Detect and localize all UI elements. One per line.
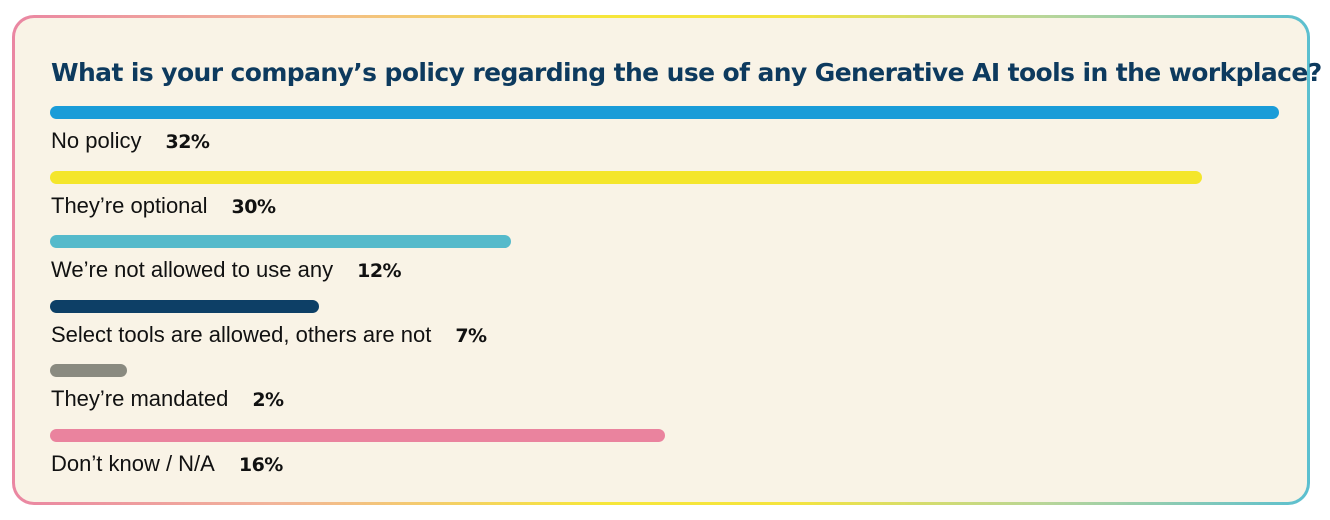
bar-label-row-1: They’re optional 30% <box>51 193 276 219</box>
bar-4 <box>50 364 127 377</box>
bar-0 <box>50 106 1279 119</box>
bar-5 <box>50 428 665 442</box>
bar-1 <box>50 170 1203 184</box>
chart-title: What is your company’s policy regarding … <box>51 58 1322 87</box>
value-label-1: 30% <box>231 195 276 218</box>
bar-chart: No policy 32% They’re optional 30% We’re not… <box>15 18 1307 502</box>
bar-label-row-0: No policy 32% <box>51 128 210 154</box>
chart-card: What is your company’s policy regarding … <box>15 18 1322 502</box>
category-label-4: They’re mandated <box>51 386 229 411</box>
bar-label-row-2: We’re not allowed to use any 12% <box>51 257 402 283</box>
bar-label-row-4: They’re mandated 2% <box>51 386 284 412</box>
category-label-2: We’re not allowed to use any <box>51 257 334 282</box>
category-label-3: Select tools are allowed, others are not <box>51 321 432 347</box>
value-label-5: 16% <box>238 453 283 476</box>
category-label-1: They’re optional <box>51 192 208 218</box>
category-label-0: No policy <box>51 128 142 153</box>
bar-label-row-5: Don’t know / N/A 16% <box>51 451 283 477</box>
bar-2 <box>50 235 511 248</box>
bar-3 <box>50 299 319 313</box>
value-label-2: 12% <box>357 260 402 282</box>
card-border: What is your company’s policy regarding … <box>12 15 1322 505</box>
value-label-3: 7% <box>455 324 487 347</box>
bar-label-row-3: Select tools are allowed, others are not… <box>51 322 487 348</box>
value-label-4: 2% <box>252 389 284 411</box>
value-label-0: 32% <box>165 131 210 153</box>
category-label-5: Don’t know / N/A <box>51 450 215 476</box>
